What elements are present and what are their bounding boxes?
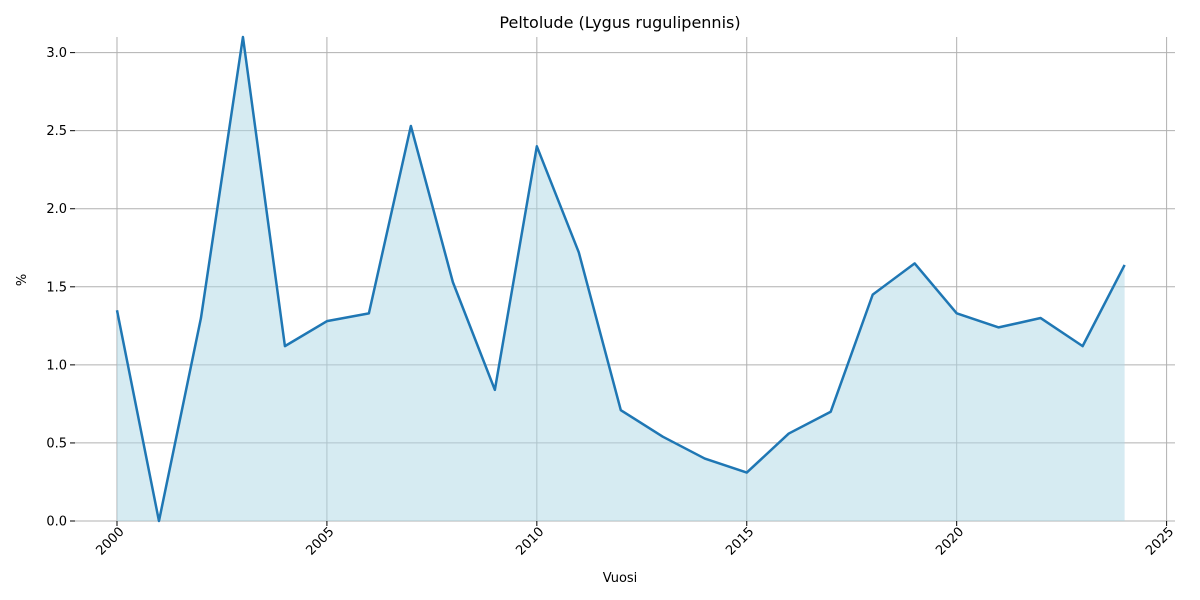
y-tick-label: 2.0 <box>46 202 67 217</box>
x-axis-title: Vuosi <box>603 571 638 586</box>
y-tick-label: 1.5 <box>46 280 67 295</box>
y-axis-title: % <box>15 274 30 286</box>
chart-title: Peltolude (Lygus rugulipennis) <box>499 13 740 32</box>
y-tick-label: 0.0 <box>46 515 67 530</box>
area-fill-group <box>116 37 1125 521</box>
y-tick-label: 2.5 <box>46 124 67 139</box>
area-fill <box>116 37 1125 521</box>
series-line-group <box>115 35 1126 523</box>
y-tick-label: 1.0 <box>46 358 67 373</box>
series-line <box>115 35 1126 523</box>
y-axis: 0.0 0.5 1.0 1.5 2.0 2.5 3.0 <box>46 46 75 530</box>
y-tick-label: 3.0 <box>46 46 67 61</box>
y-tick-label: 0.5 <box>46 436 67 451</box>
